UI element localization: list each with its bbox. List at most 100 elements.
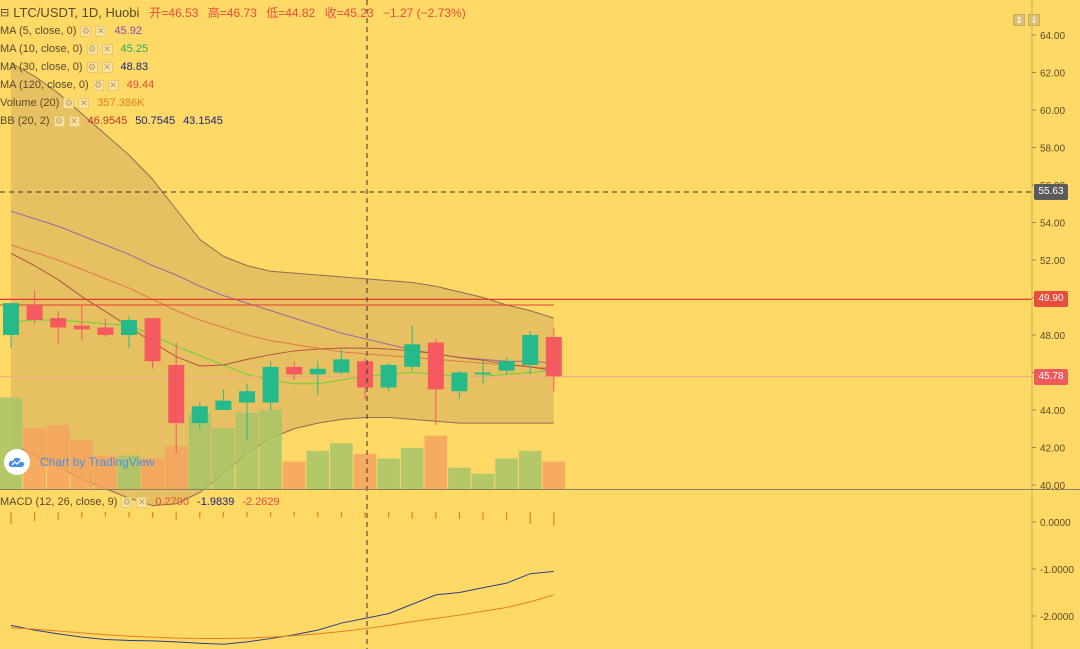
candle-body[interactable]	[144, 318, 161, 362]
volume-bar[interactable]	[471, 473, 495, 489]
indicator-label[interactable]: BB (20, 2)	[0, 115, 50, 127]
volume-bar[interactable]	[117, 455, 141, 489]
symbol-title[interactable]: LTC/USDT, 1D, Huobi	[13, 5, 140, 20]
legend: ⊟ LTC/USDT, 1D, Huobi 开=46.53 高=46.73 低=…	[0, 4, 472, 130]
candle-body[interactable]	[498, 361, 515, 371]
candle-body[interactable]	[191, 406, 208, 424]
settings-icon[interactable]: ⚙	[53, 115, 65, 127]
indicator-row[interactable]: MA (120, close, 0) ⚙ ✕ 49.44	[0, 76, 472, 94]
volume-bar[interactable]	[188, 412, 212, 489]
price-tick-label: 64.00	[1040, 31, 1065, 42]
volume-bar[interactable]	[282, 461, 306, 489]
bollinger-upper-line	[10, 62, 554, 319]
volume-bar[interactable]	[212, 428, 235, 489]
volume-bar[interactable]	[259, 409, 282, 489]
macd-tick-label: -1.0000	[1040, 565, 1074, 576]
indicator-label[interactable]: MA (30, close, 0)	[0, 61, 83, 73]
volume-bar[interactable]	[400, 447, 424, 489]
indicator-row[interactable]: MA (10, close, 0) ⚙ ✕ 45.25	[0, 40, 472, 58]
volume-bar[interactable]	[353, 453, 377, 489]
candle-body[interactable]	[286, 366, 303, 375]
macd-label[interactable]: MACD (12, 26, close, 9)	[0, 496, 118, 508]
volume-bar[interactable]	[235, 412, 259, 489]
settings-icon[interactable]: ⚙	[63, 97, 75, 109]
settings-icon[interactable]: ⚙	[86, 43, 98, 55]
candle-body[interactable]	[73, 325, 90, 330]
volume-bar[interactable]	[448, 467, 471, 489]
macd-pane[interactable]	[10, 512, 555, 645]
volume-bar[interactable]	[377, 458, 400, 490]
volume-bar[interactable]	[141, 458, 164, 490]
price-tag: 49.90	[1034, 291, 1068, 308]
price-tick-label: 44.00	[1040, 406, 1065, 417]
indicator-label[interactable]: Volume (20)	[0, 97, 60, 109]
candle-body[interactable]	[522, 335, 539, 365]
collapse-pane-icon[interactable]: ⇓	[1028, 14, 1040, 26]
candle-body[interactable]	[97, 327, 114, 336]
candle-body[interactable]	[50, 318, 67, 328]
watermark-text: Chart by TradingView	[40, 455, 155, 469]
candle-body[interactable]	[380, 365, 397, 388]
indicator-row[interactable]: MA (30, close, 0) ⚙ ✕ 48.83	[0, 58, 472, 76]
candle-body[interactable]	[451, 372, 468, 392]
candle-body[interactable]	[26, 305, 43, 320]
settings-icon[interactable]: ⚙	[92, 79, 104, 91]
volume-bar[interactable]	[424, 435, 448, 489]
indicator-label[interactable]: MA (120, close, 0)	[0, 79, 89, 91]
maximize-pane-icon[interactable]: ⇕	[1013, 14, 1025, 26]
indicator-value: 46.9545	[87, 115, 128, 127]
candle-body[interactable]	[121, 320, 137, 335]
indicator-row[interactable]: MA (5, close, 0) ⚙ ✕ 45.92	[0, 22, 472, 40]
indicator-value: 49.44	[126, 79, 155, 91]
volume-bar[interactable]	[70, 440, 94, 489]
candle-body[interactable]	[262, 366, 279, 403]
close-icon[interactable]: ✕	[136, 496, 148, 508]
close-icon[interactable]: ✕	[68, 115, 80, 127]
volume-bar[interactable]	[0, 397, 23, 490]
indicator-list: MA (5, close, 0) ⚙ ✕ 45.92 MA (10, close, 0)…	[0, 22, 472, 130]
candle-body[interactable]	[309, 368, 326, 375]
volume-bar[interactable]	[495, 458, 518, 490]
indicator-label[interactable]: MA (10, close, 0)	[0, 43, 83, 55]
settings-icon[interactable]: ⚙	[80, 25, 92, 37]
candle-body[interactable]	[427, 342, 444, 390]
indicator-value: 48.83	[120, 61, 149, 73]
pane-controls[interactable]: ⇕ ⇓	[1013, 14, 1040, 26]
volume-bar[interactable]	[542, 461, 566, 489]
candle-body[interactable]	[168, 365, 185, 424]
volume-bar[interactable]	[330, 443, 353, 489]
volume-bar[interactable]	[46, 424, 70, 489]
candle-body[interactable]	[475, 372, 491, 375]
candle-body[interactable]	[3, 303, 19, 335]
close-icon[interactable]: ✕	[101, 43, 113, 55]
volume-bar[interactable]	[518, 450, 542, 489]
close-icon[interactable]: ✕	[101, 61, 113, 73]
price-tick-label: 62.00	[1040, 69, 1065, 80]
candle-body[interactable]	[357, 361, 373, 388]
volume-bar[interactable]	[164, 446, 188, 489]
price-pane[interactable]	[0, 0, 1032, 649]
settings-icon[interactable]: ⚙	[121, 496, 133, 508]
volume-bar[interactable]	[94, 455, 117, 489]
collapse-icon[interactable]: ⊟	[0, 7, 10, 19]
indicator-row[interactable]: Volume (20) ⚙ ✕ 357.386K	[0, 94, 472, 112]
price-tick-label: 60.00	[1040, 106, 1065, 117]
candle-body[interactable]	[404, 344, 421, 367]
tradingview-cloud-icon	[4, 449, 30, 475]
settings-icon[interactable]: ⚙	[86, 61, 98, 73]
close-icon[interactable]: ✕	[78, 97, 90, 109]
close-icon[interactable]: ✕	[107, 79, 119, 91]
candle-body[interactable]	[545, 336, 562, 377]
close-icon[interactable]: ✕	[95, 25, 107, 37]
candle-body[interactable]	[239, 391, 255, 403]
volume-bar[interactable]	[23, 428, 46, 489]
indicator-label[interactable]: MA (5, close, 0)	[0, 25, 77, 37]
low-value: 低=44.82	[266, 6, 316, 20]
indicator-row[interactable]: BB (20, 2) ⚙ ✕ 46.9545 50.7545 43.1545	[0, 112, 472, 130]
candle-body[interactable]	[215, 400, 232, 410]
candle-body[interactable]	[333, 359, 350, 373]
tradingview-watermark[interactable]: Chart by TradingView	[4, 449, 155, 475]
volume-bar[interactable]	[306, 450, 330, 489]
